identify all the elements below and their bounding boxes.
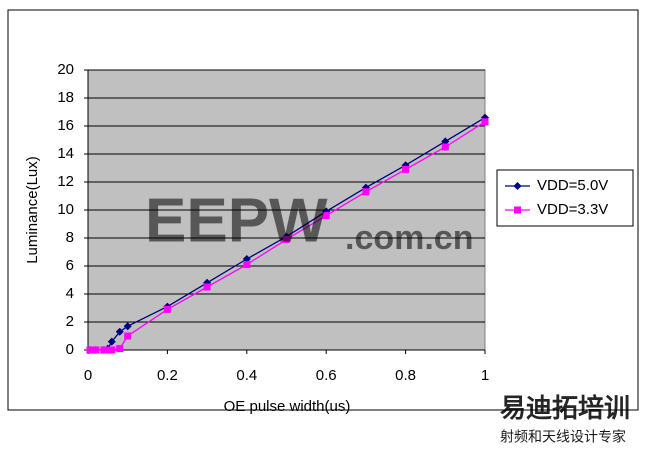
data-point [203, 283, 211, 291]
data-point [104, 346, 112, 354]
data-point [283, 235, 290, 243]
data-point [362, 188, 370, 196]
watermark: EEPW [145, 186, 328, 255]
data-point [100, 346, 108, 354]
data-point [115, 327, 124, 336]
y-axis-label: Luminance(Lux) [24, 156, 41, 264]
x-tick-label: 0.4 [236, 367, 257, 384]
legend-label: VDD=5.0V [537, 177, 608, 194]
data-point [163, 305, 171, 313]
data-point [441, 143, 449, 151]
data-point [107, 337, 116, 346]
legend-label: VDD=3.3V [537, 201, 608, 218]
x-tick-label: 0 [84, 367, 92, 384]
x-axis-label: OE pulse width(us) [224, 398, 351, 415]
data-point [116, 345, 124, 353]
data-point [441, 137, 450, 146]
legend-marker [514, 206, 521, 214]
data-point [124, 332, 132, 340]
data-point [123, 322, 132, 331]
data-point [322, 212, 330, 220]
y-tick-label: 0 [66, 341, 74, 358]
legend-box [496, 169, 634, 227]
data-point [481, 118, 489, 126]
data-point [402, 165, 410, 173]
y-tick-label: 6 [66, 257, 74, 274]
x-tick-label: 1 [481, 367, 489, 384]
y-tick-label: 14 [57, 145, 74, 162]
x-tick-label: 0.8 [395, 367, 416, 384]
y-tick-label: 2 [66, 313, 74, 330]
y-tick-label: 16 [57, 117, 74, 134]
watermark: 易迪拓培训 [500, 393, 630, 423]
data-point [86, 346, 94, 354]
data-point [92, 346, 100, 354]
watermark: 射频和天线设计专家 [500, 429, 626, 445]
x-tick-label: 0.6 [316, 367, 337, 384]
data-point [108, 346, 116, 354]
y-tick-label: 10 [57, 201, 74, 218]
y-tick-label: 18 [57, 89, 74, 106]
legend-marker [513, 182, 522, 190]
data-point [243, 261, 251, 269]
y-tick-label: 20 [57, 61, 74, 78]
y-tick-label: 12 [57, 173, 74, 190]
data-point [242, 255, 251, 263]
x-tick-label: 0.2 [157, 367, 178, 384]
y-tick-label: 8 [66, 229, 74, 246]
y-tick-label: 4 [66, 285, 74, 302]
watermark: .com.cn [345, 219, 473, 257]
